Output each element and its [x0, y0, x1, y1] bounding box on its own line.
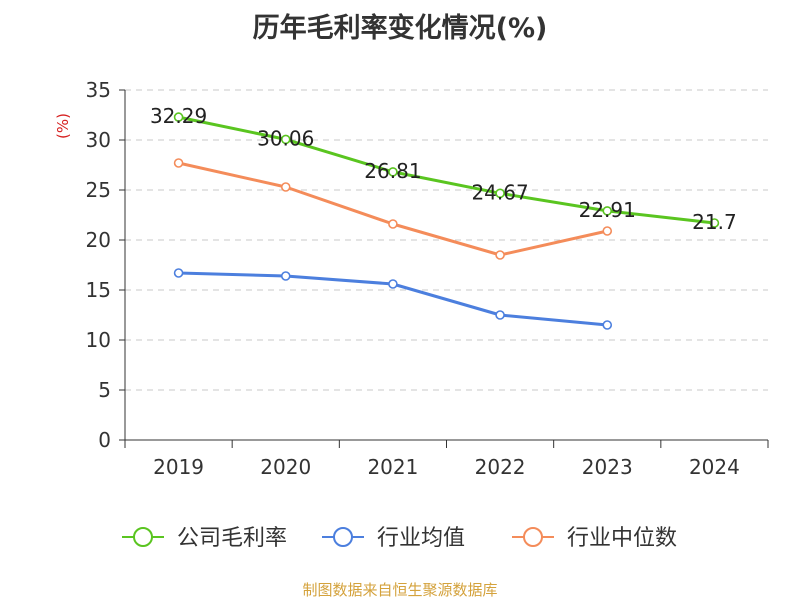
- data-point: [280, 134, 291, 145]
- y-tick-labels: 0 5 10 15 20 25 30 35: [86, 78, 111, 452]
- data-label: 22.91: [579, 198, 636, 222]
- data-label: 30.06: [257, 126, 314, 150]
- legend-label: 行业中位数: [567, 526, 677, 551]
- legend-label: 行业均值: [377, 526, 465, 551]
- data-point: [602, 226, 613, 236]
- y-tick-label: 25: [86, 178, 111, 202]
- x-tick-label: 2019: [153, 455, 204, 479]
- x-tick-labels: 2019 2020 2021 2022 2023 2024: [153, 455, 740, 479]
- data-point: [495, 310, 505, 320]
- y-tick-label: 20: [86, 228, 111, 252]
- data-point: [709, 218, 720, 228]
- y-tick-label: 0: [98, 428, 111, 452]
- source-note: 制图数据来自恒生聚源数据库: [302, 581, 498, 599]
- y-tick-label: 35: [86, 78, 111, 102]
- data-point: [173, 268, 184, 278]
- data-point: [388, 279, 398, 289]
- y-tick-label: 5: [98, 378, 111, 402]
- x-tick-label: 2023: [582, 455, 633, 479]
- x-tick-label: 2020: [260, 455, 311, 479]
- legend-marker: [523, 527, 543, 547]
- data-point: [602, 206, 613, 216]
- data-point: [280, 182, 291, 192]
- data-point: [602, 320, 613, 330]
- x-tick-label: 2024: [689, 455, 740, 479]
- data-point: [388, 219, 398, 229]
- y-tick-label: 10: [86, 328, 111, 352]
- x-tick-label: 2022: [475, 455, 526, 479]
- data-label: 24.67: [471, 180, 528, 204]
- axes: [119, 89, 769, 448]
- data-label: 26.81: [364, 159, 421, 183]
- data-point: [495, 188, 505, 199]
- data-point: [388, 167, 398, 177]
- legend-marker: [333, 527, 353, 547]
- y-tick-label: 15: [86, 278, 111, 302]
- data-point: [280, 271, 291, 281]
- data-label: 21.7: [692, 210, 737, 234]
- series-line: [177, 115, 716, 225]
- data-point: [173, 112, 184, 122]
- legend-label: 公司毛利率: [177, 526, 287, 551]
- chart-title: 历年毛利率变化情况(%): [252, 13, 548, 44]
- data-point: [173, 158, 184, 168]
- y-axis-label: (%): [54, 113, 72, 139]
- series-lines: [173, 112, 720, 330]
- legend-marker: [133, 527, 153, 547]
- data-labels: 32.29 30.06 26.81 24.67 22.91 21.7: [150, 104, 737, 234]
- legend: 公司毛利率 行业均值 行业中位数: [122, 526, 677, 551]
- data-point: [495, 250, 505, 260]
- x-tick-label: 2021: [367, 455, 418, 479]
- y-tick-label: 30: [86, 128, 111, 152]
- data-label: 32.29: [150, 104, 207, 128]
